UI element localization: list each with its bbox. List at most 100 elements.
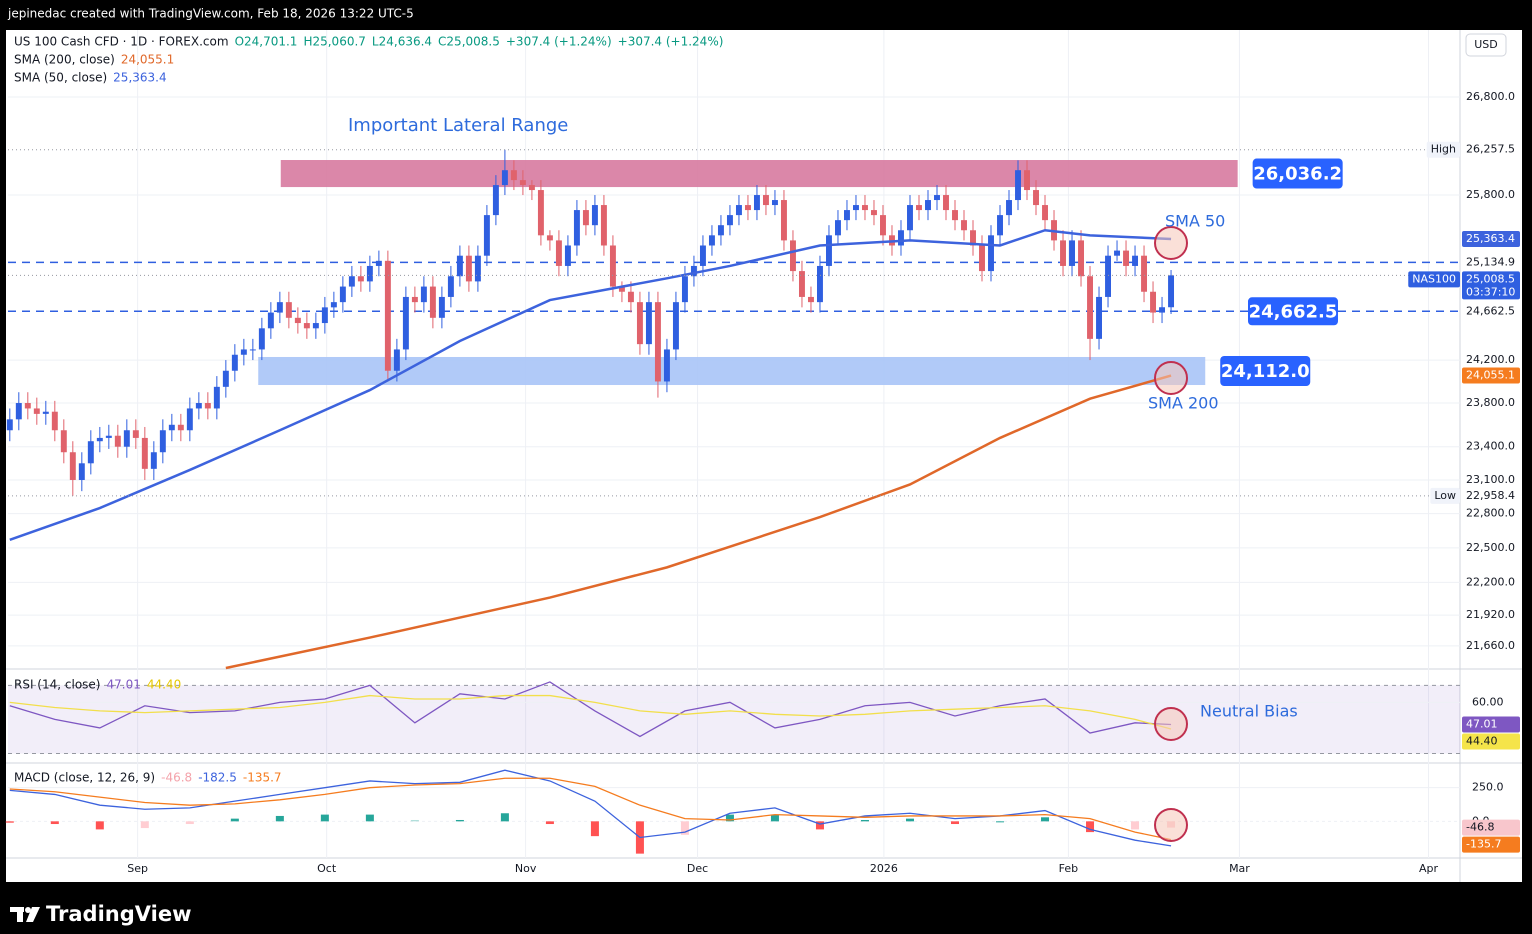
y-tick-label: 23,800.0	[1466, 396, 1515, 409]
price-badge-label: 22,958.4	[1466, 489, 1515, 502]
legend-item: US 100 Cash CFD · 1D · FOREX.com	[14, 35, 229, 49]
x-tick-label: Nov	[515, 862, 537, 875]
chart-area	[6, 30, 1522, 882]
candle-body	[6, 419, 13, 431]
x-tick-label: Apr	[1419, 862, 1439, 875]
candle-body	[591, 205, 598, 226]
price-badge	[1462, 271, 1520, 300]
price-badge-label: 47.01	[1466, 718, 1498, 731]
candle-body	[294, 317, 301, 324]
price-badge-label: 25,134.9	[1466, 255, 1515, 268]
x-tick-label: Oct	[317, 862, 337, 875]
macd-histogram-bar	[950, 821, 959, 825]
candle-body	[780, 200, 787, 241]
macd-histogram-bar	[1131, 821, 1140, 830]
candle-body	[925, 200, 931, 211]
legend-item: 25,363.4	[113, 71, 166, 85]
candle-body	[762, 195, 769, 206]
candle-body	[15, 403, 22, 420]
candle-body	[871, 210, 877, 216]
candle-body	[726, 215, 733, 226]
candle-body	[330, 302, 337, 308]
price-badge	[1462, 819, 1520, 836]
y-tick-label: 26,800.0	[1466, 90, 1515, 103]
price-badge	[1462, 254, 1520, 271]
price-badge-label: 25,363.4	[1466, 232, 1515, 245]
zone-label-box	[1220, 355, 1311, 386]
candle-body	[618, 286, 625, 292]
candle-body	[961, 220, 967, 231]
y-tick-label: 23,400.0	[1466, 440, 1515, 453]
macd-histogram-bar	[545, 821, 554, 825]
price-tag: NAS100	[1412, 272, 1456, 285]
macd-histogram-bar	[410, 819, 419, 822]
candle-body	[501, 170, 508, 186]
macd-histogram-bar	[860, 819, 869, 822]
macd-histogram-bar	[905, 818, 914, 822]
candle-body	[916, 205, 922, 211]
zone-label: 26,036.2	[1253, 164, 1342, 185]
candle-body	[375, 260, 382, 266]
candle-body	[898, 230, 904, 246]
candle-body	[1096, 296, 1102, 339]
candle-body	[573, 210, 580, 246]
candle-body	[87, 441, 94, 464]
sma-line	[9, 228, 1172, 541]
candle-body	[60, 430, 67, 453]
candle-body	[555, 240, 562, 266]
y-tick-label: 21,920.0	[1466, 608, 1515, 621]
candle-body	[708, 235, 715, 246]
candle-body	[285, 302, 292, 318]
sma-line	[225, 374, 1172, 670]
annotation-title: Important Lateral Range	[348, 115, 568, 136]
candle-body	[1123, 250, 1130, 266]
macd-histogram-bar	[95, 821, 104, 830]
annotation: Neutral Bias	[1200, 702, 1298, 721]
candle-body	[267, 312, 274, 329]
level-label-box	[1248, 297, 1338, 326]
candle-body	[1141, 255, 1148, 292]
macd-histogram-bar	[500, 813, 509, 822]
macd-histogram-bar	[1041, 817, 1050, 822]
currency[interactable]: USD	[1474, 38, 1498, 51]
candle-body	[447, 276, 454, 297]
footer-logo	[10, 907, 40, 922]
macd-histogram-bar	[230, 818, 239, 822]
candle-body	[844, 210, 850, 221]
candle-body	[582, 210, 589, 226]
candle-body	[339, 286, 346, 303]
candle-body	[474, 255, 481, 282]
candle-body	[681, 276, 688, 303]
macd-histogram-bar	[815, 821, 824, 830]
candle-body	[438, 296, 445, 318]
price-badge	[1462, 141, 1520, 158]
candle-body	[880, 215, 886, 236]
rsi-band	[8, 685, 1460, 754]
circle	[1154, 361, 1188, 395]
candle-body	[159, 430, 166, 453]
candle-body	[402, 296, 409, 350]
candle-body	[249, 349, 256, 351]
candle-body	[510, 170, 517, 181]
candle-body	[699, 245, 706, 266]
candle-body	[465, 255, 472, 282]
y-tick-label: 22,500.0	[1466, 541, 1515, 554]
zone-label: 24,112.0	[1221, 361, 1310, 382]
candle-body	[645, 302, 652, 345]
candle-body	[96, 437, 103, 442]
candle-body	[1060, 240, 1066, 266]
candle-body	[1024, 170, 1030, 191]
candle-body	[798, 271, 805, 297]
price-badge	[1462, 303, 1520, 320]
currency-box[interactable]	[1465, 33, 1507, 57]
candle-body	[114, 435, 121, 447]
candle-body	[78, 463, 85, 480]
candle-body	[1033, 190, 1039, 206]
candle-body	[222, 370, 229, 387]
candle-body	[753, 195, 760, 211]
candle-body	[168, 424, 175, 431]
legend-item: SMA (50, close)	[14, 71, 107, 85]
price-badge-label: 26,257.5	[1466, 143, 1515, 156]
